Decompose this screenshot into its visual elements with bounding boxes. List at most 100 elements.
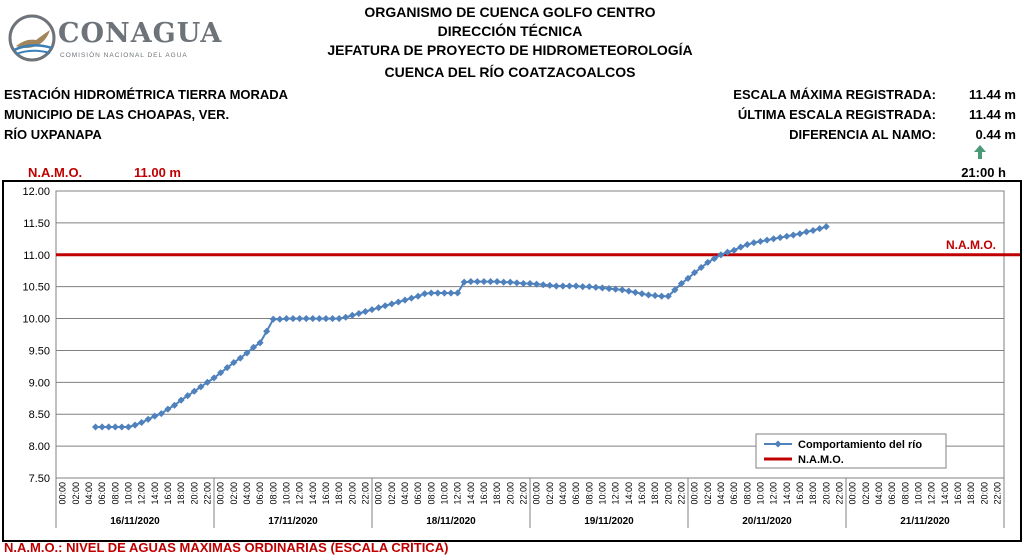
- series-point: [493, 278, 501, 286]
- y-tick-label: 8.50: [29, 409, 50, 421]
- x-hour-label: 06:00: [413, 482, 423, 505]
- series-point: [269, 315, 277, 323]
- x-hour-label: 22:00: [834, 482, 844, 505]
- header-line-1: ORGANISMO DE CUENCA GOLFO CENTRO: [364, 4, 656, 20]
- x-date-label: 17/11/2020: [268, 516, 318, 527]
- namo-diff-value: 0.44 m: [975, 127, 1016, 142]
- x-hour-label: 18:00: [176, 482, 186, 505]
- x-hour-label: 02:00: [861, 482, 871, 505]
- x-hour-label: 06:00: [255, 482, 265, 505]
- x-hour-label: 22:00: [992, 482, 1002, 505]
- series-point: [394, 298, 402, 306]
- x-hour-label: 06:00: [887, 482, 897, 505]
- x-hour-label: 14:00: [150, 482, 160, 505]
- x-hour-label: 18:00: [650, 482, 660, 505]
- x-hour-label: 16:00: [953, 482, 963, 505]
- x-hour-label: 14:00: [940, 482, 950, 505]
- x-date-label: 19/11/2020: [584, 516, 634, 527]
- x-date-label: 18/11/2020: [426, 516, 476, 527]
- x-hour-label: 18:00: [334, 482, 344, 505]
- x-hour-label: 00:00: [848, 482, 858, 505]
- y-tick-label: 9.50: [29, 345, 50, 357]
- x-hour-label: 18:00: [492, 482, 502, 505]
- series-point: [421, 290, 429, 298]
- series-point: [256, 339, 264, 347]
- x-hour-label: 02:00: [545, 482, 555, 505]
- x-hour-label: 14:00: [782, 482, 792, 505]
- series-point: [276, 315, 284, 323]
- x-hour-label: 12:00: [611, 482, 621, 505]
- y-tick-label: 11.50: [23, 218, 50, 230]
- footer-note: N.A.M.O.: NIVEL DE AGUAS MÁXIMAS ORDINAR…: [4, 540, 449, 555]
- x-hour-label: 12:00: [295, 482, 305, 505]
- legend-series-label: Comportamiento del río: [798, 439, 922, 451]
- series-point: [802, 228, 811, 236]
- station-municipality: MUNICIPIO DE LAS CHOAPAS, VER.: [4, 107, 230, 122]
- x-hour-label: 08:00: [110, 482, 120, 505]
- header-line-3: JEFATURA DE PROYECTO DE HIDROMETEOROLOGÍ…: [327, 42, 693, 58]
- series-point: [282, 315, 290, 323]
- series-point: [289, 315, 297, 323]
- x-hour-label: 08:00: [584, 482, 594, 505]
- y-tick-label: 9.00: [29, 377, 50, 389]
- series-point: [401, 296, 409, 304]
- x-hour-label: 20:00: [347, 482, 357, 505]
- series-point: [447, 289, 455, 297]
- x-hour-label: 06:00: [571, 482, 581, 505]
- series-point: [105, 423, 113, 431]
- series-point: [375, 304, 383, 312]
- x-hour-label: 10:00: [281, 482, 291, 505]
- x-hour-label: 02:00: [387, 482, 397, 505]
- x-hour-label: 08:00: [900, 482, 910, 505]
- x-hour-label: 16:00: [479, 482, 489, 505]
- x-hour-label: 00:00: [532, 482, 542, 505]
- series-point: [763, 236, 771, 244]
- series-point: [585, 283, 593, 291]
- logo-name: CONAGUA: [58, 18, 223, 49]
- x-hour-label: 20:00: [505, 482, 515, 505]
- x-date-label: 21/11/2020: [900, 516, 950, 527]
- series-point: [342, 313, 350, 321]
- series-point: [776, 234, 784, 242]
- x-hour-label: 10:00: [123, 482, 133, 505]
- series-point: [546, 281, 554, 289]
- x-hour-label: 18:00: [966, 482, 976, 505]
- x-hour-label: 16:00: [321, 482, 331, 505]
- x-hour-label: 00:00: [216, 482, 226, 505]
- series-point: [427, 289, 435, 297]
- series-point: [124, 423, 132, 431]
- last-scale-label: ÚLTIMA ESCALA REGISTRADA:: [737, 107, 936, 122]
- x-hour-label: 12:00: [137, 482, 147, 505]
- namo-label: N.A.M.O.: [28, 165, 83, 180]
- x-hour-label: 16:00: [163, 482, 173, 505]
- x-hour-label: 22:00: [518, 482, 528, 505]
- x-hour-label: 08:00: [742, 482, 752, 505]
- x-hour-label: 02:00: [71, 482, 81, 505]
- x-hour-label: 10:00: [597, 482, 607, 505]
- y-tick-label: 8.00: [29, 441, 50, 453]
- x-hour-label: 04:00: [874, 482, 884, 505]
- series-point: [486, 278, 495, 286]
- station-name: ESTACIÓN HIDROMÉTRICA TIERRA MORADA: [4, 87, 289, 102]
- x-hour-label: 10:00: [913, 482, 923, 505]
- x-hour-label: 22:00: [202, 482, 212, 505]
- x-hour-label: 06:00: [97, 482, 107, 505]
- x-hour-label: 10:00: [439, 482, 449, 505]
- y-tick-label: 11.00: [23, 250, 50, 262]
- x-hour-label: 00:00: [690, 482, 700, 505]
- series-point: [131, 421, 139, 429]
- max-scale-value: 11.44 m: [969, 87, 1016, 102]
- header-line-4: CUENCA DEL RÍO COATZACOALCOS: [384, 64, 636, 80]
- plot-area: [55, 190, 1005, 479]
- series-point: [480, 278, 488, 286]
- namo-line-label: N.A.M.O.: [946, 238, 996, 252]
- x-hour-label: 04:00: [558, 482, 568, 505]
- series-point: [618, 286, 626, 294]
- x-hour-label: 20:00: [663, 482, 673, 505]
- series-line: [95, 225, 827, 428]
- series-point: [361, 308, 369, 316]
- header-line-2: DIRECCIÓN TÉCNICA: [437, 23, 583, 39]
- max-scale-label: ESCALA MÁXIMA REGISTRADA:: [733, 87, 936, 102]
- x-hour-label: 08:00: [426, 482, 436, 505]
- conagua-logo-icon: [8, 14, 56, 62]
